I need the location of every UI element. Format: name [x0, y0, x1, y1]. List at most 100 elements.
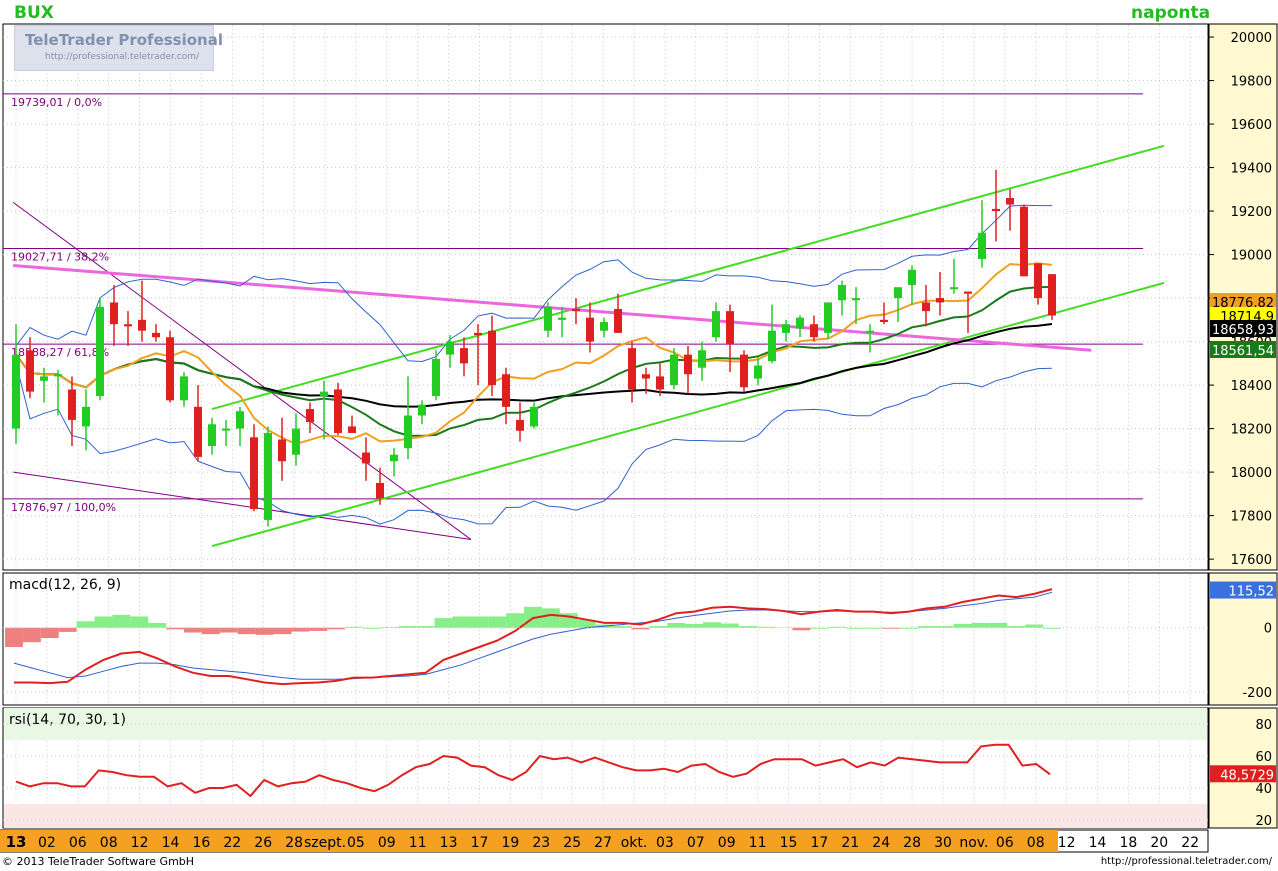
- y-tick-label: 19000: [1231, 249, 1272, 264]
- candle: [1020, 204, 1028, 277]
- candle: [96, 298, 104, 401]
- candle-body: [348, 426, 356, 433]
- macd-histogram-bar: [398, 626, 417, 628]
- macd-histogram-bar: [756, 626, 775, 628]
- rsi-last-value: 48,5729: [1220, 768, 1274, 783]
- candle-body: [614, 308, 622, 333]
- candle: [26, 337, 34, 399]
- macd-histogram-bar: [703, 622, 721, 628]
- date-label: 09: [718, 835, 736, 851]
- fib-label: 19027,71 / 38,2%: [11, 251, 109, 264]
- macd-histogram-bar: [577, 619, 596, 628]
- macd-last-value: 115,52: [1229, 585, 1275, 600]
- y-tick-label: 19400: [1231, 162, 1272, 177]
- macd-histogram-bar: [148, 622, 167, 628]
- candle: [82, 389, 90, 451]
- candle: [922, 285, 930, 327]
- macd-histogram-bar: [792, 627, 811, 631]
- candle-body: [446, 341, 454, 355]
- date-label: 25: [563, 835, 581, 851]
- macd-histogram-bar: [309, 627, 328, 631]
- date-label: 03: [656, 835, 674, 851]
- date-label: 23: [532, 835, 550, 851]
- candle: [152, 324, 160, 342]
- candle: [712, 302, 720, 342]
- date-label: 08: [1027, 835, 1045, 851]
- y-tick-label: 18000: [1231, 466, 1272, 481]
- candle: [586, 302, 594, 353]
- resistance-line: [13, 263, 1092, 352]
- candle: [782, 319, 790, 342]
- candle-body: [152, 332, 160, 338]
- candle-body: [586, 317, 594, 342]
- macd-histogram-bar: [917, 626, 936, 628]
- period-label: naponta: [1131, 3, 1211, 23]
- rsi-oversold-zone: [4, 804, 1207, 828]
- candle-body: [754, 365, 762, 379]
- date-label: 24: [872, 835, 890, 851]
- candle: [320, 380, 328, 440]
- candle: [278, 417, 286, 481]
- footer-url[interactable]: http://professional.teletrader.com/: [1100, 856, 1272, 867]
- candle-body: [208, 424, 216, 447]
- candle-body: [670, 354, 678, 386]
- candle: [628, 341, 636, 403]
- macd-histogram-bar: [720, 623, 739, 628]
- candle: [978, 200, 986, 268]
- date-label: 13: [440, 835, 458, 851]
- candle-body: [390, 454, 398, 462]
- candle-body: [278, 439, 286, 462]
- candle-body: [922, 302, 930, 312]
- candle-body: [264, 432, 272, 520]
- y-tick-label: 18200: [1231, 423, 1272, 438]
- candle: [544, 302, 552, 338]
- date-label: 14: [162, 835, 180, 851]
- overlays: [15, 204, 1053, 525]
- candle-body: [1034, 263, 1042, 299]
- date-label: 28: [903, 835, 921, 851]
- candle: [642, 367, 650, 394]
- candle-body: [824, 302, 832, 333]
- macd-histogram-bar: [237, 627, 256, 635]
- candle: [460, 337, 468, 377]
- last-value-box: [1210, 293, 1276, 310]
- macd-line: [14, 588, 1053, 686]
- candle: [236, 406, 244, 447]
- candle-body: [530, 406, 538, 427]
- macd-histogram-bar: [864, 627, 882, 629]
- date-label: 22: [223, 835, 241, 851]
- candle: [488, 315, 496, 396]
- candle-body: [1048, 274, 1056, 316]
- macd-histogram-bar: [1025, 624, 1044, 628]
- candle-body: [950, 287, 958, 290]
- candle-body: [880, 319, 888, 323]
- date-label: 12: [1058, 835, 1076, 851]
- date-label: 13: [6, 833, 27, 851]
- y-tick-label: 19600: [1231, 118, 1272, 133]
- date-label: 22: [1181, 835, 1199, 851]
- candle-body: [726, 311, 734, 344]
- macd-histogram-bar: [345, 626, 363, 628]
- candle-body: [600, 322, 608, 331]
- candle-body: [698, 350, 706, 368]
- candle: [110, 285, 118, 346]
- macd-histogram-bar: [255, 627, 274, 635]
- candle: [684, 345, 692, 394]
- date-label: 08: [100, 835, 118, 851]
- candle-body: [502, 374, 510, 407]
- macd-panel: [2, 572, 1209, 706]
- candle: [222, 419, 230, 447]
- date-label: 07: [687, 835, 705, 851]
- date-label: 27: [594, 835, 612, 851]
- candle-body: [712, 311, 720, 338]
- fib-label: 17876,97 / 100,0%: [11, 501, 116, 514]
- candle: [558, 306, 566, 338]
- macd-histogram-bar: [76, 621, 95, 628]
- channel-lower: [211, 281, 1165, 548]
- date-label: 11: [749, 835, 767, 851]
- copyright: © 2013 TeleTrader Software GmbH: [2, 855, 195, 868]
- macd-histogram-bar: [953, 623, 972, 628]
